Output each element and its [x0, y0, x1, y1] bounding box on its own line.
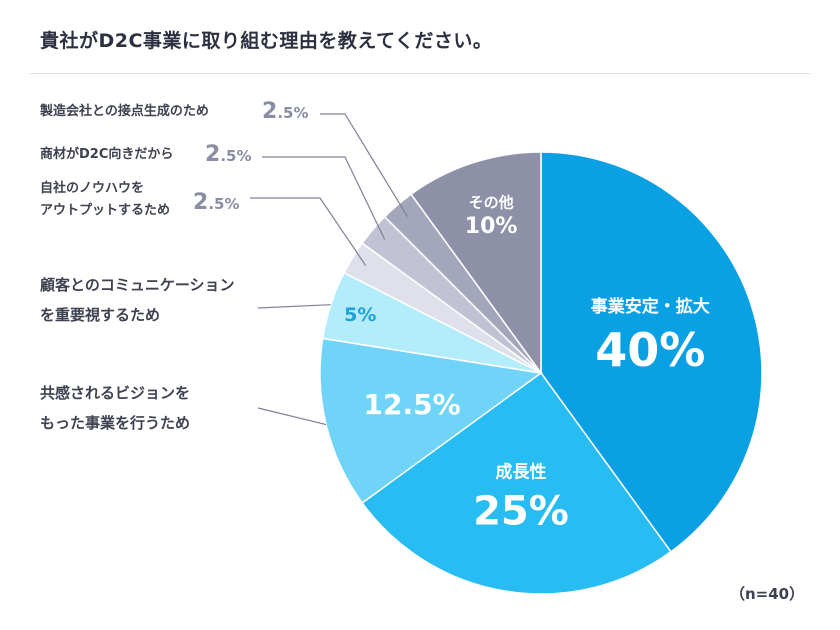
leader-line-slice-jisha-knowhow: [250, 197, 367, 266]
slice-kokyaku-pct: 5%: [344, 304, 376, 326]
slice-kyoukan: [319, 337, 543, 504]
label-kyoukan: 共感されるビジョンを もった事業を行うため: [40, 384, 191, 432]
leader-line-slice-shouzai: [262, 156, 386, 240]
slice-seichousei: [361, 371, 672, 595]
pct-seizou: 2.5%: [262, 99, 309, 124]
slice-seichousei-name: 成長性: [495, 462, 546, 483]
pct-jisha: 2.5%: [193, 190, 240, 215]
sample-size: （n=40）: [730, 585, 805, 603]
label-shouzai: 商材がD2C向きだから: [40, 147, 174, 162]
label-kokyaku: 顧客とのコミュニケーション を重要視するため: [40, 276, 235, 324]
leader-line-slice-kokyaku: [257, 304, 331, 309]
slice-jigyou-antei-name: 事業安定・拡大: [591, 296, 710, 317]
slice-jigyou-antei: [540, 151, 763, 553]
chart-title: 貴社がD2C事業に取り組む理由を教えてください。: [40, 30, 493, 52]
slice-sonota: [410, 151, 542, 376]
leader-line-slice-kyoukan: [257, 407, 327, 426]
slice-seichousei-pct: 25%: [473, 488, 569, 534]
pct-shouzai: 2.5%: [205, 142, 252, 167]
label-jisha: 自社のノウハウを アウトプットするため: [40, 181, 171, 218]
slice-sonota-name: その他: [469, 193, 514, 211]
slice-kyoukan-pct: 12.5%: [363, 388, 460, 421]
slice-jigyou-antei-pct: 40%: [595, 323, 705, 377]
leader-line-slice-seizou: [320, 113, 409, 218]
title-divider: [30, 73, 810, 74]
label-seizou: 製造会社との接点生成のため: [40, 104, 209, 119]
slice-sonota-pct: 10%: [465, 214, 518, 239]
